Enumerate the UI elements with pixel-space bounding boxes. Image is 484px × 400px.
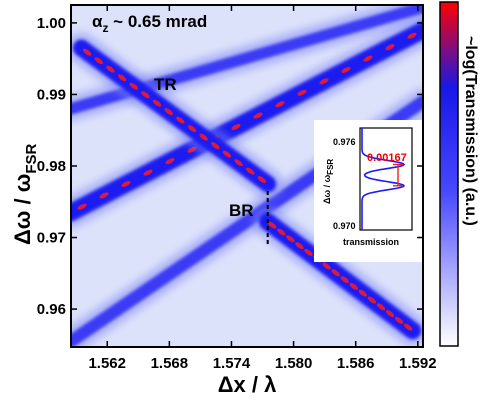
- x-tick-label: 1.562: [88, 355, 126, 372]
- y-tick-label: 0.98: [37, 158, 66, 175]
- band-peak: [121, 180, 131, 188]
- band-peak: [77, 203, 87, 210]
- band-peak: [367, 296, 377, 304]
- inset-panel: 0.00167 0.970 0.976 Δω / ωFSR transmissi…: [314, 120, 422, 262]
- band-peak: [257, 176, 267, 184]
- band-peak: [376, 303, 386, 311]
- band-peak: [253, 112, 263, 119]
- inset-y-tick-label: 0.970: [333, 221, 356, 231]
- y-axis-ticks: 0.96 0.97 0.98 0.99 1.00: [37, 15, 423, 318]
- band-peak: [275, 101, 285, 108]
- band-peak: [165, 158, 175, 165]
- x-tick-label: 1.580: [275, 355, 313, 372]
- band-peak: [164, 108, 173, 116]
- band-peak: [245, 167, 255, 175]
- band-peak: [211, 142, 220, 150]
- y-tick-label: 0.99: [37, 86, 66, 103]
- band-peak: [143, 169, 153, 176]
- band-peak: [295, 242, 304, 250]
- x-tick-label: 1.574: [213, 355, 251, 372]
- band-peak: [385, 310, 395, 318]
- br-label: BR: [229, 201, 254, 220]
- x-tick-label: 1.586: [337, 355, 375, 372]
- band-peak: [231, 123, 241, 130]
- band-peak: [349, 282, 358, 290]
- y-tick-label: 0.96: [37, 301, 66, 318]
- band-peak: [319, 78, 329, 85]
- heatmap-bands: [71, 5, 423, 347]
- band-peak: [341, 66, 351, 73]
- band-peak: [277, 228, 286, 236]
- band-peak: [297, 89, 307, 96]
- y-axis-label: Δω / ωFSR: [10, 144, 40, 245]
- inset-transmission-curve: [361, 128, 406, 230]
- alpha-annotation: αz ~ 0.65 mrad: [92, 12, 207, 35]
- band-peak: [331, 269, 340, 277]
- y-tick-label: 1.00: [37, 15, 66, 32]
- inset-y-axis-label: Δω / ωFSR: [322, 159, 335, 204]
- tr-label: TR: [154, 75, 177, 94]
- band-peak: [340, 276, 349, 284]
- band-peak: [407, 32, 417, 39]
- band-peak: [222, 150, 232, 158]
- band-peak: [117, 74, 127, 82]
- band-peak: [322, 262, 331, 270]
- x-axis-label: Δx / λ: [218, 372, 277, 397]
- band-peak: [99, 192, 109, 199]
- x-axis-ticks: 1.562 1.568 1.574 1.580 1.586 1.592: [88, 5, 437, 372]
- band-peak: [141, 91, 150, 99]
- y-tick-label: 0.97: [37, 230, 66, 247]
- band-peak: [129, 82, 139, 90]
- band-peak: [199, 133, 208, 141]
- x-tick-label: 1.568: [151, 355, 189, 372]
- band-peak: [94, 57, 104, 65]
- band-peak: [234, 159, 243, 167]
- band-peak: [106, 65, 115, 73]
- band-peak: [286, 235, 295, 243]
- band-peak: [358, 289, 368, 297]
- inset-y-tick-label: 0.976: [333, 137, 356, 147]
- band-peak: [304, 248, 313, 256]
- colorbar: [439, 1, 459, 347]
- x-tick-label: 1.592: [399, 355, 437, 372]
- inset-splitting-label: 0.00167: [367, 152, 407, 164]
- band-peak: [152, 99, 162, 107]
- band-peak: [403, 323, 413, 331]
- band-peak: [187, 125, 197, 133]
- band-peak: [394, 316, 404, 324]
- band-peak: [176, 116, 185, 124]
- inset-x-axis-label: transmission: [343, 237, 399, 247]
- band-peak: [268, 221, 277, 229]
- plot-frame: [70, 4, 424, 348]
- colorbar-label: ~log(Transmission) (a.u.): [462, 36, 479, 226]
- band-peak: [385, 44, 395, 51]
- band-peak: [82, 48, 92, 56]
- band-peak: [363, 55, 373, 62]
